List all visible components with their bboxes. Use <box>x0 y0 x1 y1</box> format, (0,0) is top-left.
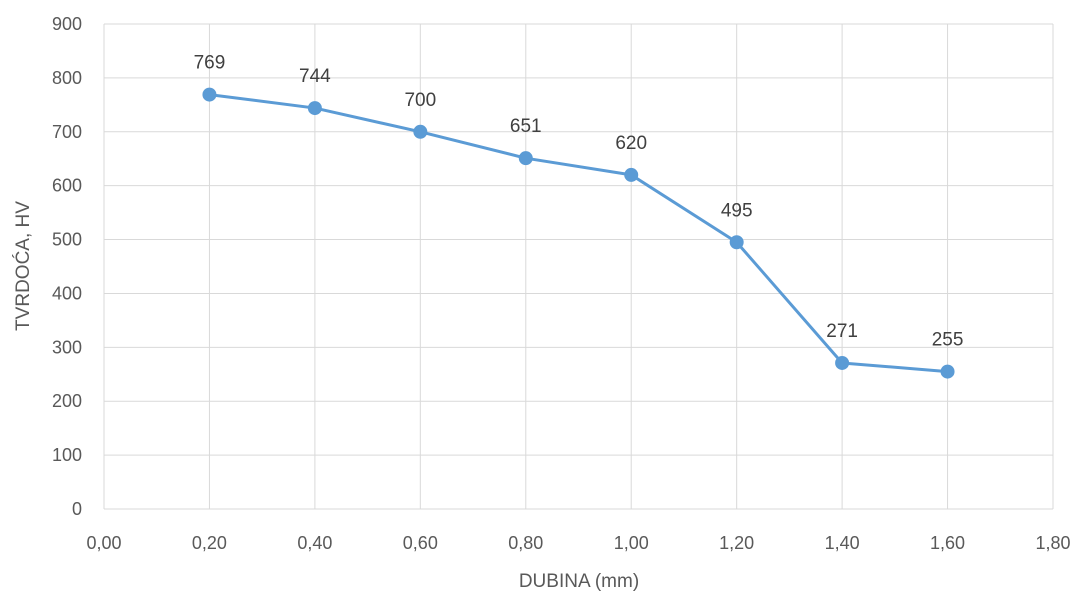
y-tick-label: 200 <box>52 391 82 411</box>
y-tick-label: 100 <box>52 445 82 465</box>
series-line <box>209 93 948 374</box>
x-tick-label: 0,20 <box>192 533 227 553</box>
data-label: 744 <box>299 66 331 87</box>
y-tick-label: 700 <box>52 122 82 142</box>
data-series <box>202 87 955 379</box>
y-tick-label: 400 <box>52 283 82 303</box>
x-tick-label: 1,80 <box>1035 533 1070 553</box>
x-tick-label: 0,00 <box>86 533 121 553</box>
data-point[interactable] <box>307 101 322 116</box>
data-point[interactable] <box>518 151 533 166</box>
data-labels: 769 744 700 651 620 495 271 255 <box>194 53 964 351</box>
y-tick-label: 600 <box>52 176 82 196</box>
grid-lines <box>103 23 1054 510</box>
data-point[interactable] <box>835 355 850 370</box>
x-axis-ticks: 0,00 0,20 0,40 0,60 0,80 1,00 1,20 1,40 1,60 1,80 <box>86 533 1070 553</box>
data-point[interactable] <box>940 364 955 379</box>
y-tick-label: 0 <box>72 499 82 519</box>
x-tick-label: 0,40 <box>297 533 332 553</box>
y-tick-label: 500 <box>52 230 82 250</box>
y-axis-ticks: 0 100 200 300 400 500 600 700 800 900 <box>52 14 82 519</box>
data-label: 700 <box>404 90 436 111</box>
x-tick-label: 0,60 <box>403 533 438 553</box>
y-tick-label: 800 <box>52 68 82 88</box>
x-axis-title: DUBINA (mm) <box>519 571 639 592</box>
data-label: 271 <box>826 321 858 342</box>
y-tick-label: 900 <box>52 14 82 34</box>
x-tick-label: 0,80 <box>508 533 543 553</box>
data-label: 651 <box>510 116 542 137</box>
y-axis-title: TVRDOĆA, HV <box>12 201 34 331</box>
data-label: 620 <box>615 133 647 154</box>
x-tick-label: 1,60 <box>930 533 965 553</box>
y-tick-label: 300 <box>52 337 82 357</box>
data-point[interactable] <box>202 87 217 102</box>
data-label: 255 <box>932 330 964 351</box>
x-tick-label: 1,40 <box>825 533 860 553</box>
data-point[interactable] <box>624 167 639 182</box>
data-point[interactable] <box>413 124 428 139</box>
x-tick-label: 1,00 <box>614 533 649 553</box>
data-label: 769 <box>194 53 226 74</box>
x-tick-label: 1,20 <box>719 533 754 553</box>
data-label: 495 <box>721 200 753 221</box>
data-point[interactable] <box>729 235 744 250</box>
